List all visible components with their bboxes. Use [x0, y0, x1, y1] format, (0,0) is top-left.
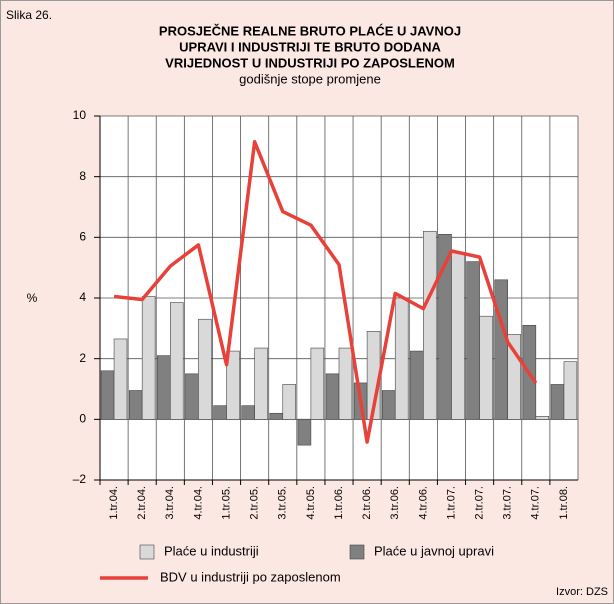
- x-tick-label: 4.tr.04.: [192, 486, 204, 520]
- bar: [226, 350, 240, 420]
- x-tick-label: 4.tr.05.: [305, 486, 317, 520]
- legend-swatch: [139, 544, 155, 560]
- legend-label: Plaće u industriji: [164, 543, 259, 558]
- x-tick-label: 1.tr.07.: [445, 486, 457, 520]
- bar: [282, 384, 296, 420]
- chart-title: VRIJEDNOST U INDUSTRIJI PO ZAPOSLENOM: [165, 55, 455, 70]
- legend-swatch: [349, 544, 365, 560]
- y-tick-label: 6: [79, 230, 86, 244]
- bar: [100, 370, 115, 420]
- chart-title: UPRAVI I INDUSTRIJI TE BRUTO DODANA: [179, 39, 441, 54]
- bar: [535, 415, 550, 420]
- bar: [213, 405, 227, 420]
- x-tick-label: 2.tr.04.: [136, 486, 148, 520]
- y-tick-label: 4: [79, 290, 86, 304]
- bar: [128, 390, 143, 420]
- bar: [241, 405, 255, 420]
- line: [113, 140, 538, 444]
- bar: [338, 347, 353, 420]
- bar: [466, 261, 480, 420]
- bar: [269, 412, 284, 420]
- bar: [550, 384, 565, 420]
- bar: [382, 390, 396, 420]
- bar: [198, 318, 212, 420]
- x-tick-label: 2.tr.07.: [473, 486, 485, 520]
- bar: [410, 350, 424, 420]
- bar: [254, 347, 268, 420]
- x-tick-label: 2.tr.05.: [249, 486, 261, 520]
- figure-label: Slika 26.: [6, 8, 52, 22]
- x-tick-label: 1.tr.08.: [558, 486, 570, 520]
- bar: [157, 355, 171, 420]
- y-tick-label: –2: [73, 472, 87, 486]
- bar: [563, 361, 578, 420]
- bar: [141, 296, 156, 420]
- bar: [394, 297, 409, 420]
- y-tick-label: 10: [73, 108, 87, 122]
- bar: [185, 373, 199, 420]
- bar: [113, 338, 128, 420]
- bar: [494, 279, 509, 420]
- y-tick-label: 2: [79, 351, 86, 365]
- bar: [297, 419, 312, 446]
- x-tick-label: 4.tr.07.: [530, 486, 542, 520]
- bar: [479, 315, 493, 420]
- x-tick-label: 4.tr.06.: [417, 486, 429, 520]
- y-axis-label: %: [27, 291, 38, 305]
- x-tick-label: 1.tr.04.: [108, 486, 120, 520]
- y-tick-label: 8: [79, 169, 86, 183]
- x-tick-label: 2.tr.06.: [361, 486, 373, 520]
- chart-subtitle: godišnje stope promjene: [239, 71, 381, 86]
- source: Izvor: DZS: [556, 586, 608, 598]
- bar: [325, 373, 340, 420]
- chart-title: PROSJEČNE REALNE BRUTO PLAĆE U JAVNOJ: [159, 23, 461, 38]
- x-tick-label: 3.tr.06.: [389, 486, 401, 520]
- x-tick-label: 1.tr.06.: [333, 486, 345, 520]
- bar: [451, 252, 465, 420]
- x-tick-label: 3.tr.04.: [164, 486, 176, 520]
- bar: [310, 347, 325, 420]
- bar: [423, 230, 437, 420]
- x-tick-label: 1.tr.05.: [220, 486, 232, 520]
- y-tick-label: 0: [79, 412, 86, 426]
- bar: [169, 302, 184, 420]
- x-tick-label: 3.tr.07.: [502, 486, 514, 520]
- legend-label: Plaće u javnoj upravi: [374, 543, 494, 558]
- x-tick-label: 3.tr.05.: [277, 486, 289, 520]
- legend-label: BDV u industriji po zaposlenom: [160, 569, 341, 584]
